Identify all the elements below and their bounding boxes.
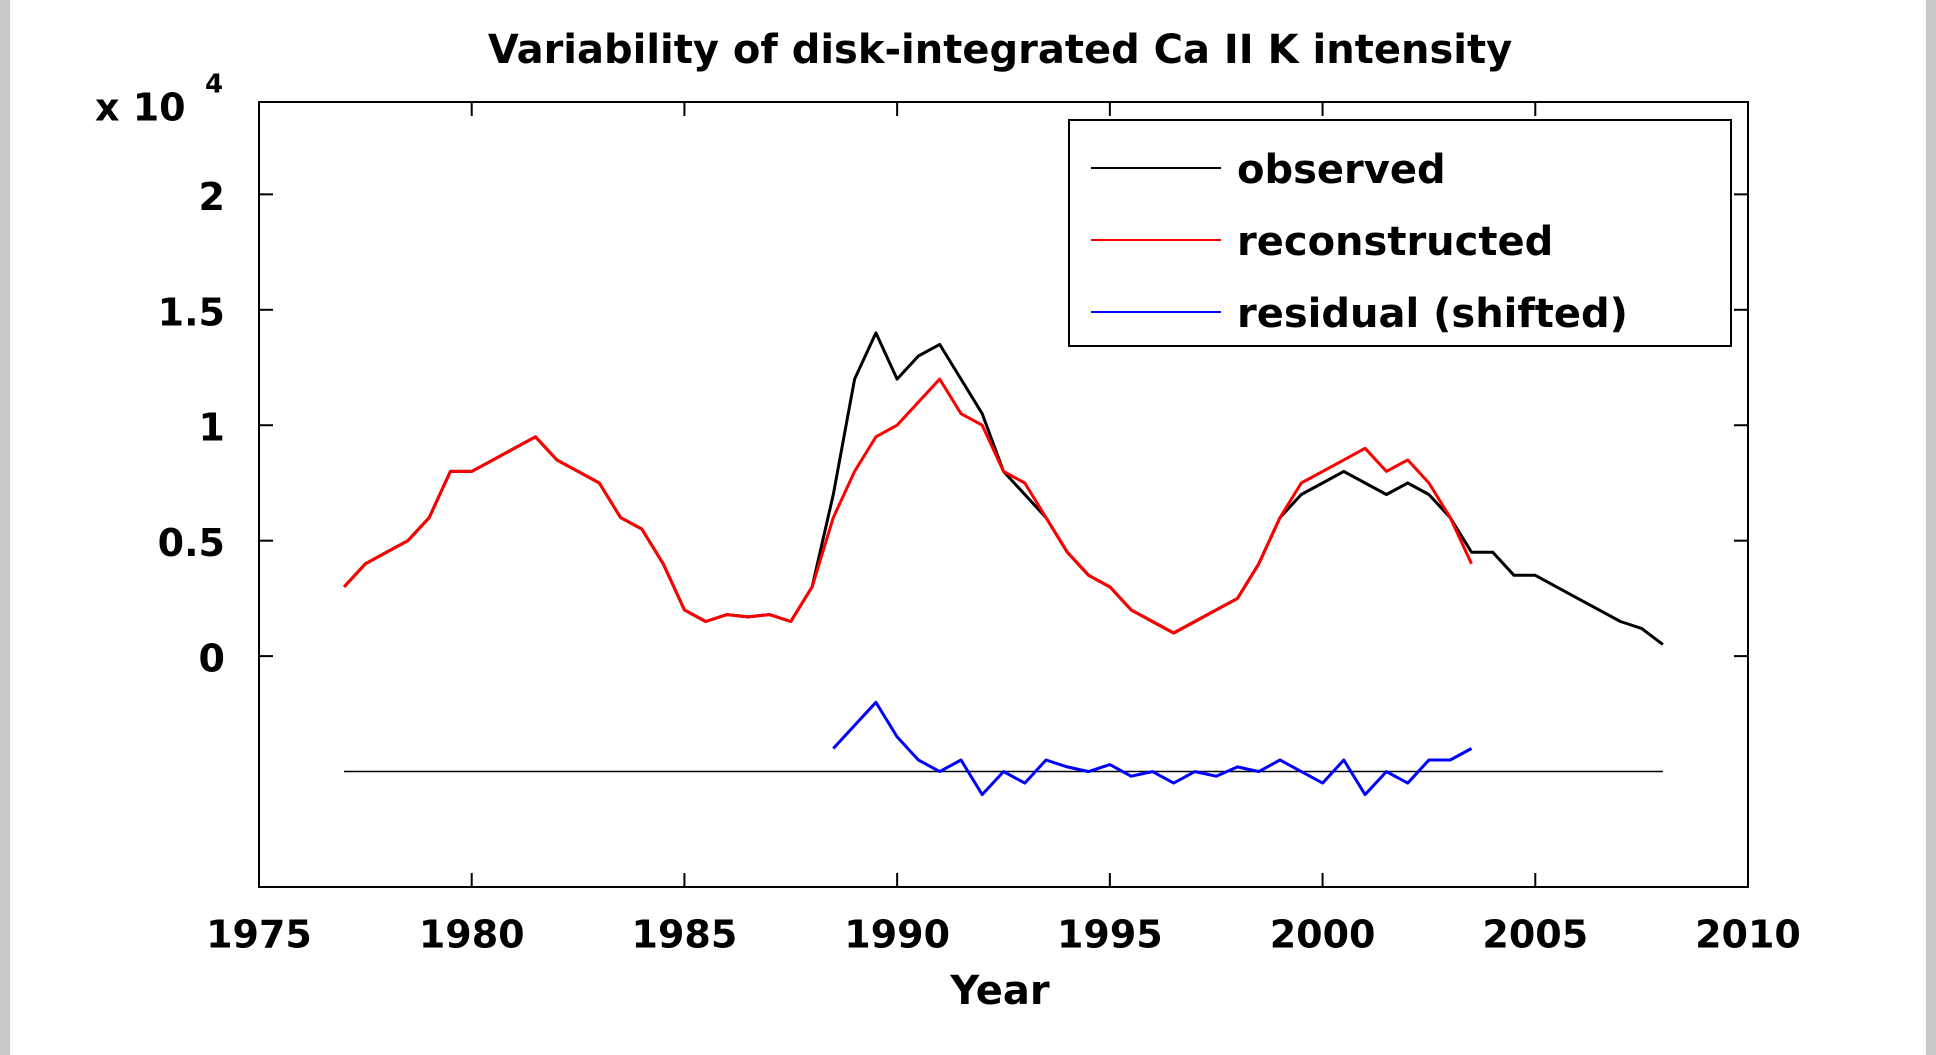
x-tick-label: 1985 bbox=[632, 913, 738, 957]
y-tick-label: 0 bbox=[199, 637, 225, 681]
legend-label: reconstructed bbox=[1237, 219, 1553, 265]
y-scale-base: x 10 bbox=[95, 86, 186, 130]
data-line bbox=[832, 700, 1473, 797]
x-axis-label: Year bbox=[949, 968, 1049, 1014]
x-tick-label: 2000 bbox=[1270, 913, 1376, 957]
data-line bbox=[342, 377, 1473, 635]
legend-label: residual (shifted) bbox=[1237, 291, 1628, 337]
y-tick-label: 1 bbox=[199, 406, 225, 450]
y-scale-exponent: 4 bbox=[205, 70, 223, 100]
chart-title: Variability of disk-integrated Ca II K i… bbox=[488, 27, 1512, 73]
y-tick-label: 0.5 bbox=[158, 521, 225, 565]
x-tick-label: 1975 bbox=[206, 913, 312, 957]
x-tick-label: 1980 bbox=[419, 913, 525, 957]
legend-label: observed bbox=[1237, 147, 1446, 193]
plot-area bbox=[258, 101, 1749, 888]
legend-box bbox=[1068, 119, 1732, 347]
x-tick-label: 2010 bbox=[1695, 913, 1801, 957]
x-tick-label: 1995 bbox=[1057, 913, 1163, 957]
y-tick-label: 2 bbox=[199, 175, 225, 219]
x-tick-label: 1990 bbox=[844, 913, 950, 957]
x-tick-label: 2005 bbox=[1482, 913, 1588, 957]
y-tick-label: 1.5 bbox=[158, 290, 225, 334]
